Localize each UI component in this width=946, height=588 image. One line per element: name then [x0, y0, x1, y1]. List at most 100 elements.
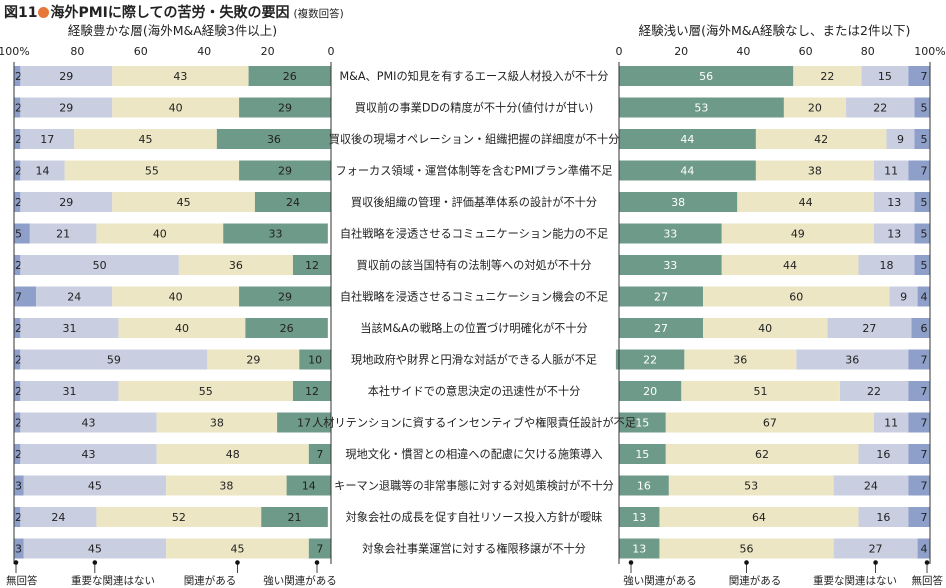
- left-bar-segment: [118, 318, 246, 338]
- right-bar-segment: [684, 349, 797, 370]
- right-bar-segment: [721, 255, 859, 275]
- left-bar-value-label: 12: [305, 385, 319, 398]
- right-bar-value-label: 6: [921, 322, 928, 335]
- left-bar-value-label: 55: [145, 165, 159, 178]
- category-label: 現地文化・慣習との相違への配慮に欠ける施策導入: [345, 447, 602, 461]
- right-not-important-legend-label: 重要な関連はない: [813, 574, 897, 587]
- right-bar-segment: [668, 475, 834, 496]
- right-bar-segment: [914, 129, 930, 149]
- left-bar-value-label: 40: [169, 291, 183, 304]
- category-label: 買収前の該当国特有の法制等への対処が不十分: [357, 258, 592, 272]
- right-bar-value-label: 22: [643, 354, 657, 367]
- right-bar-segment: [755, 160, 875, 181]
- right-bar-value-label: 60: [789, 291, 803, 304]
- right-panel-title: 経験浅い層(海外M&A経験なし、または2件以下): [639, 23, 911, 38]
- category-label: M&A、PMIの知見を有するエース級人材投入が不十分: [340, 69, 609, 83]
- left-bar-value-label: 2: [15, 70, 22, 83]
- category-label: 対象会社事業運営に対する権限移譲が不十分: [362, 542, 586, 556]
- left-bar-segment: [245, 318, 328, 338]
- left-bar-value-label: 2: [15, 165, 22, 178]
- left-bar-value-label: 7: [316, 448, 323, 461]
- right-bar-segment: [619, 223, 722, 244]
- left-bar-segment: [74, 129, 217, 149]
- left-axis-tick-label: 20: [261, 45, 275, 58]
- right-bar-segment: [908, 412, 930, 433]
- right-bar-segment: [665, 412, 875, 433]
- right-bar-value-label: 7: [921, 354, 928, 367]
- left-bar-segment: [20, 160, 65, 181]
- left-bar-segment: [112, 66, 249, 86]
- right-bar-value-label: 5: [921, 133, 928, 146]
- right-bar-segment: [783, 97, 847, 118]
- right-bar-segment: [619, 507, 660, 527]
- left-bar-segment: [14, 97, 21, 118]
- left-bar-segment: [14, 475, 24, 496]
- right-bar-value-label: 22: [873, 102, 887, 115]
- right-bar-segment: [874, 160, 909, 181]
- right-bar-value-label: 38: [671, 196, 685, 209]
- right-bar-segment: [659, 538, 834, 559]
- left-bar-value-label: 36: [267, 133, 281, 146]
- right-bar-value-label: 56: [699, 70, 713, 83]
- right-bar-segment: [839, 381, 909, 401]
- left-bar-segment: [20, 349, 208, 370]
- right-bar-segment: [908, 444, 930, 464]
- right-bar-segment: [681, 381, 840, 401]
- right-bar-value-label: 7: [921, 385, 928, 398]
- right-bar-segment: [827, 318, 912, 338]
- right-bar-value-label: 7: [921, 70, 928, 83]
- category-label: 買収後の現場オペレーション・組織把握の詳細度が不十分: [329, 132, 620, 146]
- right-bar-segment: [917, 286, 930, 307]
- left-bar-value-label: 48: [226, 448, 240, 461]
- left-bar-value-label: 2: [15, 354, 22, 367]
- left-bar-segment: [20, 192, 113, 212]
- left-bar-segment: [23, 538, 167, 559]
- left-bar-value-label: 45: [139, 133, 153, 146]
- left-bar-value-label: 38: [210, 417, 224, 430]
- left-bar-segment: [20, 66, 113, 86]
- right-bar-value-label: 16: [876, 448, 890, 461]
- right-bar-segment: [833, 475, 909, 496]
- right-bar-segment: [914, 223, 930, 244]
- right-bar-segment: [702, 318, 828, 338]
- right-bar-value-label: 64: [752, 511, 766, 524]
- right-bar-segment: [619, 412, 666, 433]
- left-not-important-legend-label: 重要な関連はない: [71, 574, 155, 587]
- left-bar-value-label: 24: [286, 196, 300, 209]
- right-bar-value-label: 44: [680, 165, 694, 178]
- left-bar-segment: [20, 412, 157, 433]
- left-bar-value-label: 5: [15, 228, 22, 241]
- left-bar-segment: [64, 160, 240, 181]
- right-bar-segment: [721, 223, 875, 244]
- left-bar-segment: [207, 349, 300, 370]
- right-bar-segment: [619, 97, 784, 118]
- right-bar-value-label: 5: [921, 228, 928, 241]
- right-bar-segment: [874, 412, 909, 433]
- category-label: 買収前の事業DDの精度が不十分(値付けが甘い): [355, 101, 594, 115]
- right-bar-segment: [874, 223, 915, 244]
- right-strong-legend-label: 強い関連がある: [623, 574, 697, 587]
- right-bar-value-label: 9: [900, 291, 907, 304]
- left-bar-value-label: 45: [88, 543, 102, 556]
- left-bar-segment: [14, 223, 30, 244]
- left-bar-segment: [166, 475, 287, 496]
- category-label: 当該M&Aの戦略上の位置づけ明確化が不十分: [360, 321, 587, 335]
- right-bar-value-label: 16: [637, 480, 651, 493]
- left-bar-segment: [156, 412, 278, 433]
- right-bar-segment: [908, 349, 930, 370]
- left-axis-tick-label: 100%: [0, 45, 30, 58]
- right-bar-segment: [908, 66, 930, 86]
- right-bar-value-label: 27: [869, 543, 883, 556]
- right-bar-value-label: 40: [758, 322, 772, 335]
- right-bar-value-label: 62: [755, 448, 769, 461]
- right-bar-value-label: 56: [740, 543, 754, 556]
- right-bar-segment: [619, 444, 666, 464]
- left-bar-segment: [308, 538, 331, 559]
- category-label: 自社戦略を浸透させるコミュニケーション機会の不足: [340, 290, 608, 304]
- left-bar-value-label: 40: [175, 322, 189, 335]
- orange-bullet-icon: [38, 7, 50, 18]
- left-bar-segment: [239, 97, 331, 118]
- left-bar-value-label: 14: [302, 480, 316, 493]
- right-bar-value-label: 53: [694, 102, 708, 115]
- left-bar-segment: [36, 286, 113, 307]
